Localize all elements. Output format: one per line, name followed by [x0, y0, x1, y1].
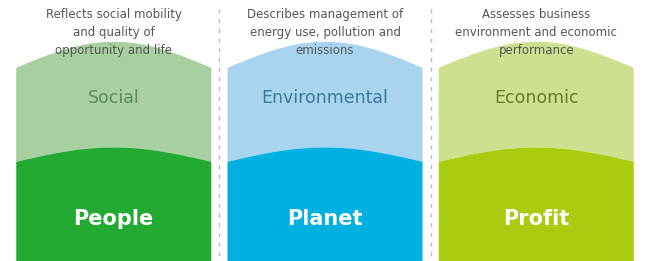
Text: People: People	[73, 209, 154, 229]
Polygon shape	[439, 42, 634, 162]
Polygon shape	[439, 147, 634, 261]
Text: Profit: Profit	[503, 209, 569, 229]
Polygon shape	[227, 147, 422, 261]
Text: Planet: Planet	[287, 209, 363, 229]
Text: Environmental: Environmental	[261, 89, 389, 107]
Text: Describes management of
energy use, pollution and
emissions: Describes management of energy use, poll…	[247, 8, 403, 57]
Polygon shape	[16, 147, 211, 261]
Text: Economic: Economic	[494, 89, 578, 107]
Text: Reflects social mobility
and quality of
opportunity and life: Reflects social mobility and quality of …	[46, 8, 182, 57]
Text: Assesses business
environment and economic
performance: Assesses business environment and econom…	[455, 8, 618, 57]
Text: Social: Social	[88, 89, 140, 107]
Polygon shape	[227, 42, 422, 162]
Polygon shape	[16, 42, 211, 162]
